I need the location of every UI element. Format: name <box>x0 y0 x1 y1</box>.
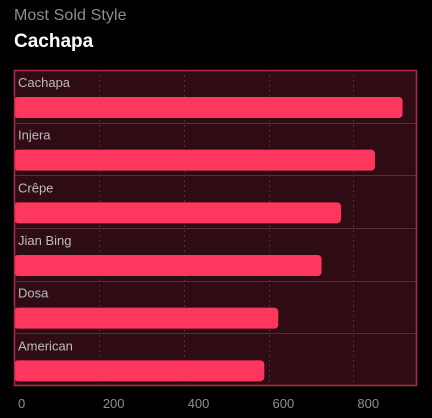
category-label: Injera <box>18 128 51 143</box>
bar <box>14 97 403 118</box>
x-tick-label: 0 <box>18 396 25 411</box>
category-label: Crêpe <box>18 180 53 195</box>
row-separators <box>14 123 417 334</box>
bar <box>14 360 265 382</box>
most-sold-style-value: Cachapa <box>14 31 94 52</box>
category-label: American <box>18 338 73 353</box>
x-tick-label: 600 <box>273 396 295 411</box>
x-tick-label: 200 <box>103 396 125 411</box>
x-axis-ticks: 0 200 400 600 800 <box>18 396 379 411</box>
bar <box>14 255 322 276</box>
chart-subtitle: Most Sold Style <box>14 7 127 24</box>
row-labels: Cachapa Injera Crêpe Jian Bing Dosa American <box>18 75 73 353</box>
plot-border <box>13 69 418 387</box>
category-label: Cachapa <box>18 75 71 90</box>
bars <box>14 97 403 382</box>
x-tick-label: 400 <box>188 396 210 411</box>
bar <box>14 202 342 224</box>
bar <box>14 149 376 171</box>
category-label: Dosa <box>18 286 49 301</box>
bar <box>14 307 279 329</box>
x-tick-label: 800 <box>357 396 379 411</box>
category-label: Jian Bing <box>18 233 71 248</box>
